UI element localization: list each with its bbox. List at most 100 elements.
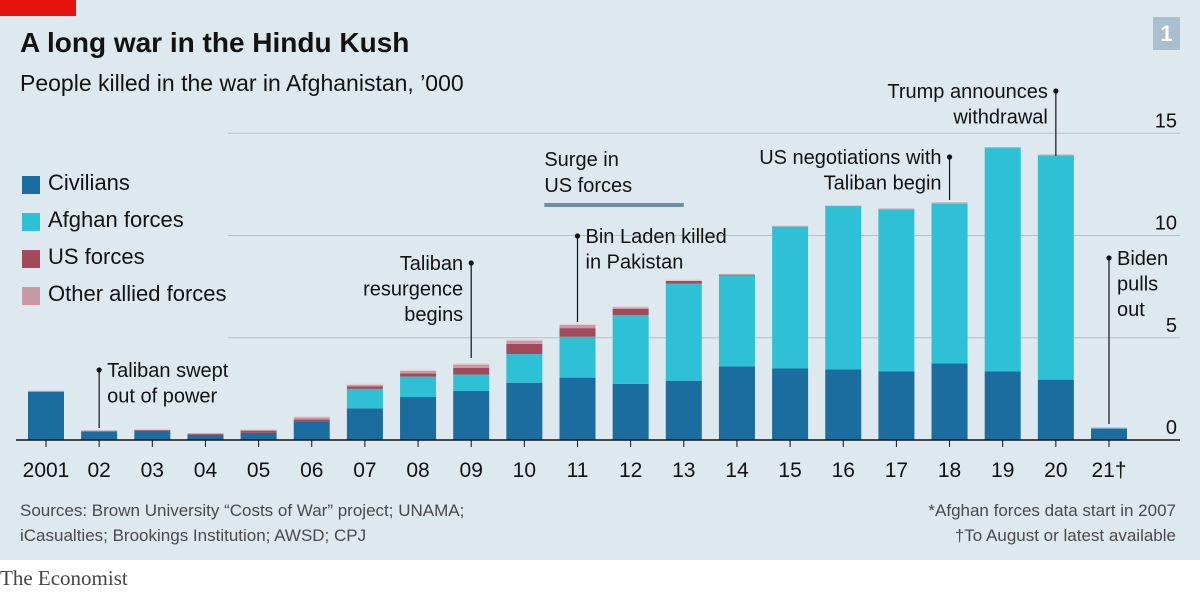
annotation-dot-02 [96, 367, 102, 373]
bar-19-afghan-forces [984, 147, 1021, 372]
bar-12-afghan-forces [612, 315, 649, 384]
bar-19-civilians [984, 371, 1021, 440]
legend-label: US forces [48, 244, 145, 269]
bar-10-civilians [506, 382, 543, 440]
bar-08-us-forces [400, 373, 437, 377]
bar-06-other-allied-forces [293, 416, 330, 420]
y-tick-label-0: 0 [1166, 417, 1177, 439]
bar-14-us-forces [718, 274, 755, 276]
annotation-dot-18 [946, 154, 953, 160]
bar-05-other-allied-forces [240, 429, 277, 431]
footnotes: *Afghan forces data start in 2007 †To Au… [928, 498, 1176, 548]
annotation-text-11: in Pakistan [586, 252, 684, 274]
bar-06-civilians [293, 421, 330, 440]
x-tick-label-02: 02 [87, 459, 110, 482]
annotation-text-21: pulls [1117, 274, 1158, 296]
annotation-text-21: Biden [1117, 248, 1168, 270]
bar-04-other-allied-forces [187, 433, 224, 435]
bar-04-us-forces [187, 433, 224, 435]
annotation-text-02: out of power [107, 386, 217, 408]
bar-07-civilians [346, 408, 383, 440]
bar-05-civilians [240, 432, 277, 440]
source-line: iCasualties; Brookings Institution; AWSD… [20, 526, 367, 545]
legend-swatch-other-allied [22, 287, 40, 305]
bar-14-afghan-forces [718, 275, 755, 367]
chart-number-badge: 1 [1153, 17, 1180, 50]
bar-12-us-forces [612, 308, 649, 316]
x-tick-label-16: 16 [832, 459, 855, 482]
bar-15-afghan-forces [772, 226, 809, 369]
x-tick-label-18: 18 [938, 459, 961, 482]
bar-21†-civilians [1091, 427, 1127, 440]
bar-2001-civilians [28, 390, 64, 440]
y-tick-label-15: 15 [1155, 110, 1177, 132]
x-tick-label-12: 12 [619, 459, 642, 482]
annotation-text-18: Taliban begin [824, 173, 942, 195]
bar-10-afghan-forces [506, 354, 543, 383]
bar-09-civilians [453, 390, 490, 440]
x-tick-label-13: 13 [672, 459, 695, 482]
bar-02-other-allied-forces [81, 430, 118, 432]
brand-red-tag [0, 0, 76, 16]
chart-title: A long war in the Hindu Kush [20, 27, 410, 58]
x-tick-label-2001: 2001 [23, 459, 70, 482]
legend-label: Other allied forces [48, 281, 227, 306]
bar-13-us-forces [665, 280, 702, 284]
x-tick-label-20: 20 [1044, 459, 1067, 482]
source-line: Sources: Brown University “Costs of War”… [20, 501, 465, 520]
bar-18-afghan-forces [931, 202, 968, 364]
x-tick-label-04: 04 [194, 459, 218, 482]
bar-11-us-forces [559, 328, 596, 337]
x-tick-label-08: 08 [406, 459, 429, 482]
bar-08-civilians [400, 397, 437, 440]
bar-04-civilians [187, 434, 224, 440]
annotation-text-09: begins [404, 304, 463, 326]
annotation-dot-20 [1053, 88, 1059, 94]
bar-20-civilians [1037, 379, 1074, 440]
bar-09-us-forces [453, 368, 490, 375]
legend-label: Afghan forces [48, 207, 184, 232]
legend-swatch-civilians [22, 176, 40, 194]
x-tick-label-21†: 21† [1091, 459, 1126, 482]
annotation-text-20: withdrawal [952, 107, 1047, 129]
bar-07-other-allied-forces [346, 383, 383, 387]
x-tick-label-11: 11 [567, 459, 589, 482]
surge-label-line-1: Surge in [544, 149, 619, 171]
chart-subtitle: People killed in the war in Afghanistan,… [20, 70, 464, 96]
x-tick-label-09: 09 [460, 459, 483, 482]
x-tick-label-06: 06 [300, 459, 323, 482]
footnote-dagger: †To August or latest available [954, 526, 1176, 545]
bar-07-afghan-forces [346, 388, 383, 409]
y-tick-label-10: 10 [1155, 213, 1177, 235]
legend-swatch-afghan-forces [22, 213, 40, 231]
bar-07-us-forces [346, 386, 383, 389]
x-tick-label-03: 03 [141, 459, 164, 482]
annotation-text-20: Trump announces [887, 81, 1047, 103]
bar-12-other-allied-forces [612, 306, 649, 309]
legend-label: Civilians [48, 170, 130, 195]
bar-10-other-allied-forces [506, 339, 543, 344]
x-tick-label-17: 17 [885, 459, 908, 482]
bar-06-us-forces [293, 419, 330, 422]
bar-09-afghan-forces [453, 374, 490, 391]
bar-11-civilians [559, 377, 596, 440]
bar-20-afghan-forces [1037, 154, 1074, 380]
source-note: Sources: Brown University “Costs of War”… [20, 498, 464, 548]
surge-label-line-2: US forces [544, 175, 632, 197]
bar-09-other-allied-forces [453, 363, 490, 369]
bar-15-civilians [772, 368, 809, 440]
bar-05-us-forces [240, 430, 277, 433]
bar-17-civilians [878, 371, 915, 440]
bar-02-us-forces [81, 430, 118, 432]
annotation-text-21: out [1117, 299, 1145, 321]
x-tick-label-14: 14 [725, 459, 749, 482]
bar-14-civilians [718, 366, 755, 440]
x-tick-label-07: 07 [353, 459, 376, 482]
bar-03-civilians [134, 430, 171, 440]
x-tick-label-15: 15 [778, 459, 801, 482]
economist-logo-text: The Economist [0, 566, 128, 590]
bar-08-other-allied-forces [400, 370, 437, 374]
annotation-dot-09 [468, 260, 474, 266]
x-tick-label-19: 19 [991, 459, 1014, 482]
bar-13-civilians [665, 380, 702, 440]
